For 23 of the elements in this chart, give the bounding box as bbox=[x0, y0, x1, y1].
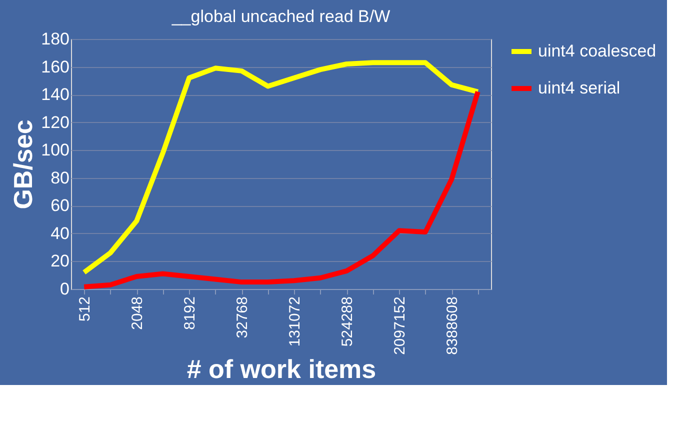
y-tick-label: 60 bbox=[50, 196, 70, 216]
x-tick-label: 524288 bbox=[339, 296, 356, 347]
x-tick-label: 2048 bbox=[129, 296, 146, 330]
x-axis-title: # of work items bbox=[186, 354, 376, 384]
x-tick-label: 2097152 bbox=[392, 296, 409, 355]
x-tick-label: 8388608 bbox=[444, 296, 462, 355]
y-tick-label: 100 bbox=[41, 140, 70, 160]
x-tick-label: 512 bbox=[76, 296, 94, 322]
y-axis-title: GB/sec bbox=[8, 120, 38, 210]
legend-label: uint4 serial bbox=[538, 78, 620, 98]
y-tick-label: 80 bbox=[50, 168, 70, 188]
x-tick-label: 8192 bbox=[182, 296, 199, 330]
x-tick-label: 32768 bbox=[234, 296, 252, 338]
y-tick-label: 160 bbox=[41, 57, 70, 76]
x-tick-label: 131072 bbox=[286, 296, 304, 347]
y-tick-label: 180 bbox=[41, 30, 70, 48]
legend-label: uint4 coalesced bbox=[538, 42, 656, 60]
y-tick-label: 20 bbox=[50, 252, 70, 271]
y-tick-label: 120 bbox=[41, 112, 70, 132]
y-tick-label: 140 bbox=[41, 85, 70, 104]
y-tick-label: 0 bbox=[60, 280, 70, 298]
chart-title: __global uncached read B/W bbox=[170, 7, 390, 26]
y-tick-label: 40 bbox=[50, 224, 70, 243]
